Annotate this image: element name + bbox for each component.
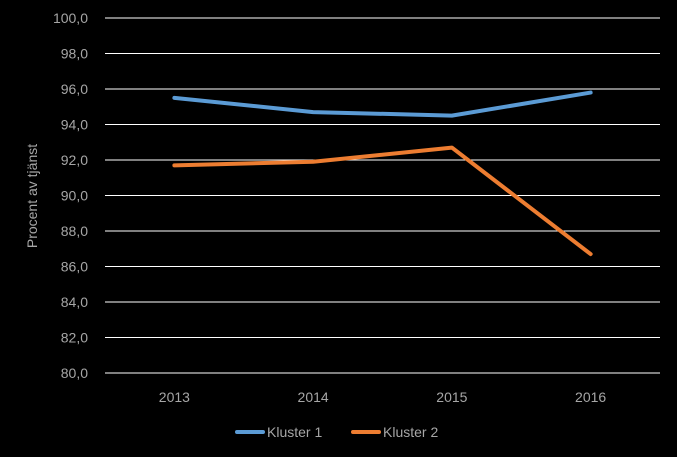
series-line — [172, 90, 593, 118]
legend: Kluster 1 Kluster 2 — [235, 424, 438, 440]
y-tick-label: 96,0 — [61, 81, 88, 97]
x-tick-label: 2013 — [159, 389, 190, 405]
data-point — [450, 146, 454, 150]
y-tick-label: 80,0 — [61, 365, 88, 381]
y-tick-label: 86,0 — [61, 259, 88, 275]
gridlines — [105, 17, 660, 374]
y-tick-label: 90,0 — [61, 188, 88, 204]
series-line — [172, 145, 593, 257]
x-tick-labels: 2013 2014 2015 2016 — [159, 389, 607, 405]
y-tick-label: 94,0 — [61, 117, 88, 133]
data-point — [450, 114, 454, 118]
data-point — [311, 160, 315, 164]
data-point — [311, 110, 315, 114]
y-tick-labels: 80,0 82,0 84,0 86,0 88,0 90,0 92,0 94,0 96,0 98,0… — [53, 10, 88, 381]
y-tick-label: 82,0 — [61, 330, 88, 346]
series-lines — [172, 90, 593, 257]
x-tick-label: 2016 — [575, 389, 606, 405]
x-tick-label: 2015 — [436, 389, 467, 405]
x-tick-label: 2014 — [298, 389, 329, 405]
y-axis-title: Procent av tjänst — [24, 144, 40, 248]
legend-label: Kluster 1 — [267, 424, 322, 440]
legend-label: Kluster 2 — [383, 424, 438, 440]
data-point — [589, 91, 593, 95]
data-point — [172, 96, 176, 100]
y-tick-label: 100,0 — [53, 10, 88, 26]
y-tick-label: 92,0 — [61, 152, 88, 168]
y-tick-label: 88,0 — [61, 223, 88, 239]
data-point — [589, 252, 593, 256]
data-point — [172, 163, 176, 167]
y-tick-label: 84,0 — [61, 294, 88, 310]
y-tick-label: 98,0 — [61, 46, 88, 62]
